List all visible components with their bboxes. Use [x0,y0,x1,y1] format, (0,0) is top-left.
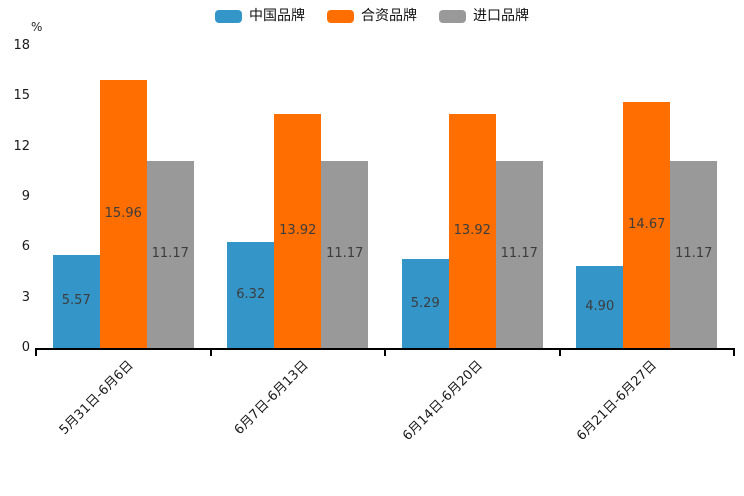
x-category-label: 6月21日-6月27日 [574,358,661,444]
x-axis-tick [733,350,735,356]
bar-value-label: 14.67 [628,216,666,232]
bar [401,259,449,348]
bar-value-label: 5.29 [410,295,440,311]
y-tick-label: 0 [21,340,30,355]
y-tick-label: 18 [13,38,30,53]
bar-value-label: 4.90 [585,298,615,314]
x-axis-tick [209,350,212,356]
bar [321,160,369,348]
x-axis-tick [558,350,561,356]
legend-item: 进口品牌 [439,9,529,23]
x-axis-line [35,348,735,350]
legend-swatch-icon [215,9,242,23]
bar [227,241,275,348]
bar-value-label: 11.17 [500,246,538,262]
bar-value-label: 13.92 [453,223,491,239]
bar-value-label: 5.57 [61,293,91,309]
x-axis-tick [384,350,386,356]
legend-swatch-icon [439,9,466,23]
bar [146,160,194,348]
x-axis-tick [35,350,37,356]
bar [99,80,147,348]
bar [52,254,100,348]
x-category-label: 6月14日-6月20日 [400,358,486,444]
x-category-label: 6月7日-6月13日 [231,358,312,438]
bar-value-label: 11.17 [675,246,713,262]
legend-item: 合资品牌 [327,9,417,23]
legend: 中国品牌 合资品牌 进口品牌 [0,9,744,23]
bar [495,160,543,348]
y-tick-label: 15 [13,88,30,104]
bar [623,101,671,348]
y-tick-label: 9 [21,189,30,204]
bar [670,160,718,348]
y-tick-label: 6 [21,239,30,255]
x-category-label: 5月31日-6月6日 [56,358,137,438]
bar [576,265,624,348]
bar-value-label: 6.32 [236,286,266,302]
bar-value-label: 11.17 [326,246,364,262]
legend-label: 中国品牌 [249,8,305,24]
y-tick-label: 12 [13,138,30,154]
y-tick-label: 3 [21,289,30,305]
bar [274,114,322,348]
bar-value-label: 15.96 [104,206,142,222]
bar-value-label: 11.17 [151,246,189,262]
legend-swatch-icon [327,9,354,23]
y-axis-unit-label: % [31,20,43,34]
bar [448,114,496,348]
bar-value-label: 13.92 [279,223,317,239]
legend-label: 合资品牌 [361,8,417,24]
legend-label: 进口品牌 [473,8,529,24]
legend-item: 中国品牌 [215,9,305,23]
